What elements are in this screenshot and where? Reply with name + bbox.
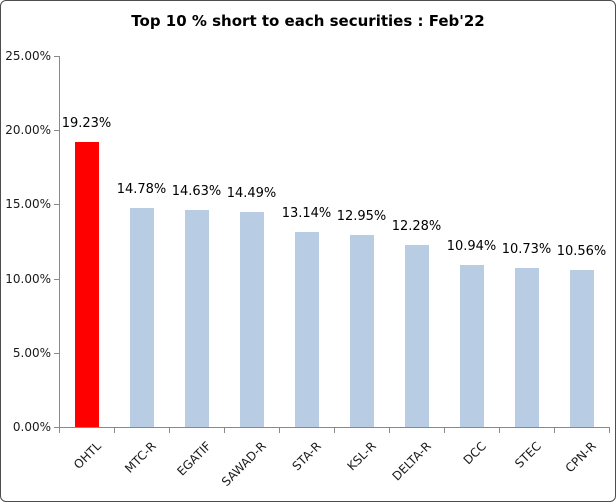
y-axis-tick [54,352,59,354]
x-axis-tick [334,428,335,433]
bar-CPN-R [569,270,594,427]
y-tick-label: 10.00% [5,271,51,286]
x-axis-tick [389,428,390,433]
category-label: EGATIF [173,439,214,479]
bar-value-label: 14.49% [226,185,277,201]
x-axis-line [59,427,610,428]
x-axis-tick [499,428,500,433]
y-tick-label: 15.00% [5,197,51,212]
bar-value-label: 10.73% [501,241,552,257]
y-axis-tick [54,56,59,57]
bar-DELTA-R [404,244,429,427]
x-axis-tick [114,428,115,433]
y-axis-line [59,56,60,428]
bar-MTC-R [129,207,154,427]
bar-STA-R [294,232,319,427]
x-axis-tick [444,428,445,433]
bar-value-label: 12.95% [336,208,387,224]
bar-KSL-R [349,234,374,427]
y-axis-tick [54,130,59,132]
bar-value-label: 14.63% [171,183,222,199]
y-tick-label: 5.00% [12,345,51,360]
x-axis-tick [224,428,225,433]
y-axis-tick [54,204,59,206]
x-axis-tick [279,428,280,433]
x-axis-tick [554,428,555,433]
x-axis-tick [609,428,610,433]
bar-value-label: 10.56% [556,244,607,260]
bar-OHTL [74,141,99,427]
category-label: DELTA-R [388,439,434,484]
bar-STEC [514,267,539,427]
y-tick-label: 20.00% [5,123,51,138]
bar-value-label: 14.78% [116,181,167,197]
y-axis-tick [54,278,59,280]
bar-DCC [459,264,484,427]
category-label: OHTL [70,439,104,472]
x-axis-tick [169,428,170,433]
category-label: CPN-R [562,439,599,476]
bar-value-label: 19.23% [61,115,112,131]
y-tick-label: 25.00% [5,49,51,63]
bar-SAWAD-R [239,211,264,427]
y-tick-label: 0.00% [12,420,51,434]
bar-EGATIF [184,209,209,427]
category-label: STEC [511,439,544,471]
category-label: MTC-R [121,439,159,476]
category-label: DCC [460,439,489,468]
bar-value-label: 13.14% [281,206,332,221]
bar-value-label: 10.94% [446,238,497,254]
category-label: SAWAD-R [218,439,269,490]
y-axis-tick [54,427,59,428]
x-axis-tick [59,428,60,433]
chart-title: Top 10 % short to each securities : Feb'… [131,12,485,30]
category-label: STA-R [289,439,324,474]
bar-value-label: 12.28% [391,218,442,234]
category-label: KSL-R [344,439,379,474]
